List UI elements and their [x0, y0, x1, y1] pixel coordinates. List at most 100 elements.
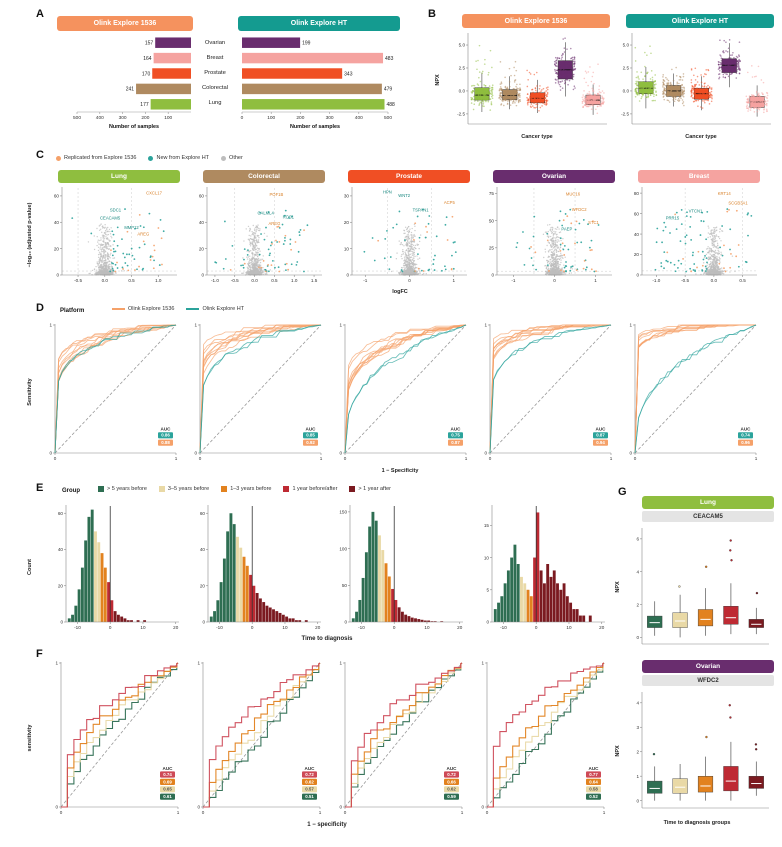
- category-label: Colorectal: [201, 84, 229, 91]
- legend-swatch: [158, 486, 165, 492]
- chart-header-g-lung: Lung: [642, 496, 774, 509]
- panel-letter-b: B: [428, 8, 436, 20]
- neg-log10-axis-label: −log₁₀ (adjusted p-value): [27, 202, 33, 268]
- legend-label: 3–5 years before: [167, 486, 210, 492]
- svg-text:177: 177: [140, 102, 149, 108]
- legend-swatch: [186, 308, 200, 310]
- svg-text:Number of samples: Number of samples: [109, 124, 159, 130]
- svg-text:20: 20: [344, 220, 350, 225]
- svg-text:343: 343: [344, 71, 353, 77]
- svg-text:488: 488: [386, 102, 395, 108]
- legend-label: > 5 years before: [107, 486, 147, 492]
- svg-text:1.0: 1.0: [155, 278, 162, 283]
- box-jitter-npx-ht: -2.5 0.0 2.5 5.0: [621, 33, 771, 125]
- specificity-axis-label: 1 − Specificity: [381, 468, 419, 474]
- svg-text:300: 300: [326, 115, 334, 121]
- legend-label: Replicated from Explore 1536: [64, 155, 137, 161]
- svg-text:20: 20: [54, 246, 60, 251]
- svg-text:2.5: 2.5: [623, 66, 630, 71]
- legend-swatch: [221, 155, 227, 161]
- panel-letter-a: A: [36, 8, 44, 20]
- svg-text:-2.5: -2.5: [457, 112, 465, 117]
- group-legend-title: Group: [62, 488, 80, 494]
- legend-item: > 5 years before: [98, 486, 147, 492]
- legend-replication: Replicated from Explore 1536 New from Exp…: [56, 155, 255, 161]
- legend-swatch: [112, 308, 125, 310]
- svg-text:40: 40: [199, 220, 205, 225]
- panel-letter-c: C: [36, 149, 44, 161]
- cancer-type-label-1: Cancer type: [521, 134, 553, 140]
- svg-text:20: 20: [199, 246, 205, 251]
- legend-label: Olink Explore 1536: [128, 306, 175, 312]
- svg-text:2.5: 2.5: [459, 66, 466, 71]
- svg-text:200: 200: [141, 115, 149, 121]
- svg-text:AREG: AREG: [137, 231, 149, 236]
- svg-text:POF1B: POF1B: [270, 192, 284, 197]
- panel-letter-d: D: [36, 302, 44, 314]
- svg-text:200: 200: [296, 115, 304, 121]
- svg-text:AREG: AREG: [268, 221, 280, 226]
- count-axis-label: Count: [27, 559, 33, 575]
- svg-text:CALML4: CALML4: [258, 210, 275, 215]
- svg-text:1.0: 1.0: [291, 278, 298, 283]
- chart-header-volcano-ovarian: Ovarian: [493, 170, 615, 183]
- svg-text:5.0: 5.0: [459, 43, 466, 48]
- panel-letter-e: E: [36, 482, 44, 494]
- legend-swatch: [349, 486, 356, 492]
- chart-header-samples-ht: Olink Explore HT: [238, 16, 400, 31]
- svg-text:-1.0: -1.0: [211, 278, 219, 283]
- svg-text:500: 500: [73, 115, 81, 121]
- chart-header-npx-ht: Olink Explore HT: [626, 14, 774, 28]
- svg-text:0: 0: [408, 278, 411, 283]
- legend-swatch: [283, 486, 290, 492]
- svg-text:0.5: 0.5: [271, 278, 278, 283]
- svg-text:ACP5: ACP5: [444, 200, 456, 205]
- svg-text:0.0: 0.0: [623, 89, 630, 94]
- svg-text:-1: -1: [363, 278, 368, 283]
- chart-header-volcano-prostate: Prostate: [348, 170, 470, 183]
- legend-item: Other: [221, 155, 243, 161]
- svg-text:1.5: 1.5: [311, 278, 318, 283]
- svg-text:-0.5: -0.5: [74, 278, 82, 283]
- legend-item: 3–5 years before: [158, 486, 210, 492]
- svg-text:0: 0: [241, 115, 244, 121]
- svg-text:100: 100: [267, 115, 275, 121]
- svg-text:CEACAM5: CEACAM5: [100, 216, 121, 221]
- npx-axis-label-b: NPX: [435, 74, 441, 86]
- svg-text:0.0: 0.0: [251, 278, 258, 283]
- svg-text:60: 60: [199, 194, 205, 199]
- legend-label: Olink Explore HT: [202, 306, 245, 312]
- svg-text:0: 0: [201, 273, 204, 278]
- svg-text:0: 0: [346, 273, 349, 278]
- bar-chart-samples-ht: 199 483 343 479 488 0 100 200 300 400 500 Number of…: [241, 37, 395, 130]
- svg-text:TSPAN1: TSPAN1: [413, 208, 430, 213]
- bar-chart-samples-1536: 157 164 170 241 177 500 400 300 200 100 Number of …: [73, 37, 191, 130]
- svg-text:400: 400: [96, 115, 104, 121]
- svg-text:ROS1: ROS1: [283, 214, 295, 219]
- panel-letter-g: G: [618, 486, 627, 498]
- legend-label: Other: [229, 155, 243, 161]
- legend-time-groups: > 5 years before 3–5 years before 1–3 year…: [98, 486, 403, 492]
- volcano-plot-prostate: 0 10 20 30 -1 0 1 HPN WNT2 ACP5 TSPAN1: [344, 187, 467, 283]
- platform-legend-title: Platform: [60, 308, 85, 314]
- npx-axis-label-g1: NPX: [615, 581, 621, 593]
- svg-text:0: 0: [56, 273, 59, 278]
- svg-text:500: 500: [384, 115, 392, 121]
- sensitivity-axis-label: Sensitivity: [27, 378, 33, 406]
- category-label: Prostate: [204, 69, 226, 76]
- svg-text:164: 164: [143, 56, 152, 62]
- panel-letter-f: F: [36, 648, 43, 660]
- legend-item: 1–3 years before: [221, 486, 271, 492]
- svg-text:Number of samples: Number of samples: [290, 124, 340, 130]
- svg-text:300: 300: [119, 115, 127, 121]
- legend-item: New from Explore HT: [148, 155, 209, 161]
- chart-header-volcano-lung: Lung: [58, 170, 180, 183]
- logfc-axis-label: logFC: [392, 289, 408, 295]
